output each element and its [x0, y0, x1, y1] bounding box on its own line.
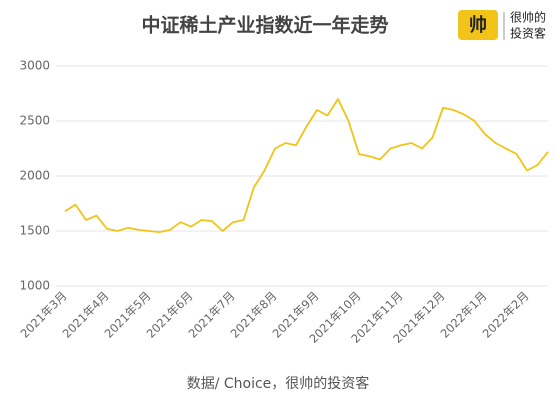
y-tick-label: 1000	[19, 279, 50, 293]
y-tick-label: 2500	[19, 114, 50, 128]
y-tick-label: 2000	[19, 169, 50, 183]
logo-line1: 很帅的	[510, 10, 546, 25]
logo-line2: 投资客	[510, 26, 546, 41]
source-note: 数据/ Choice，很帅的投资客	[187, 375, 370, 392]
y-tick-label: 3000	[19, 59, 50, 73]
logo-mark: 帅	[469, 14, 487, 36]
chart-title: 中证稀土产业指数近一年走势	[141, 14, 388, 37]
logo-badge	[458, 10, 498, 40]
data-line	[64, 98, 549, 233]
y-tick-label: 1500	[19, 224, 50, 238]
logo: 帅 很帅的 投资客	[458, 10, 546, 41]
